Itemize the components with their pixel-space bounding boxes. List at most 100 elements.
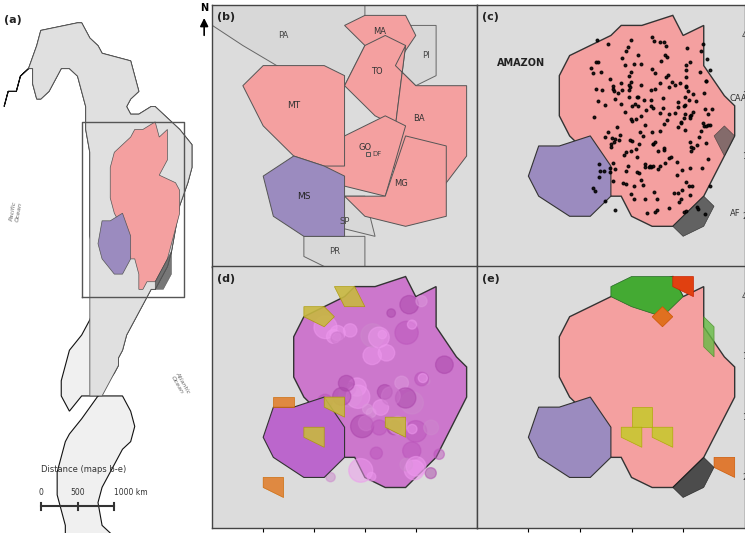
- Point: [696, 164, 708, 172]
- Point: [645, 163, 657, 171]
- Point: [647, 140, 659, 148]
- Polygon shape: [621, 427, 642, 447]
- Point: [609, 86, 621, 95]
- Point: [654, 127, 666, 135]
- Point: [651, 206, 663, 214]
- Point: [652, 147, 664, 156]
- Point: [662, 116, 673, 125]
- Point: [600, 101, 612, 109]
- Point: [685, 111, 697, 120]
- Circle shape: [395, 376, 408, 390]
- Point: [624, 68, 636, 77]
- Polygon shape: [714, 126, 735, 156]
- Point: [637, 132, 649, 140]
- Circle shape: [381, 387, 400, 405]
- Text: 16°S: 16°S: [742, 413, 745, 422]
- Point: [682, 86, 694, 95]
- Circle shape: [395, 321, 418, 344]
- Point: [590, 58, 602, 66]
- Circle shape: [378, 385, 392, 399]
- Polygon shape: [528, 136, 611, 216]
- Point: [631, 167, 643, 176]
- Point: [663, 110, 675, 118]
- Point: [597, 167, 609, 175]
- Point: [589, 187, 600, 195]
- Point: [706, 105, 718, 114]
- Point: [698, 89, 710, 98]
- Point: [588, 184, 600, 192]
- Point: [639, 163, 651, 171]
- Point: [623, 80, 635, 89]
- Point: [647, 104, 659, 112]
- Point: [604, 75, 616, 84]
- Point: [684, 58, 696, 66]
- Point: [674, 118, 686, 126]
- Point: [625, 114, 637, 123]
- Polygon shape: [714, 457, 735, 478]
- Polygon shape: [110, 122, 180, 289]
- Point: [697, 118, 708, 127]
- Point: [630, 145, 641, 154]
- Polygon shape: [652, 306, 673, 327]
- Point: [633, 51, 644, 60]
- Circle shape: [326, 329, 340, 343]
- Point: [700, 76, 711, 85]
- Point: [649, 208, 661, 216]
- Point: [592, 36, 603, 45]
- Point: [657, 103, 669, 112]
- Point: [612, 88, 624, 97]
- Point: [619, 61, 631, 70]
- Circle shape: [358, 426, 366, 433]
- Point: [587, 68, 599, 77]
- Polygon shape: [528, 397, 611, 478]
- Circle shape: [387, 309, 396, 317]
- Point: [675, 195, 687, 204]
- Point: [663, 83, 675, 91]
- Point: [688, 108, 700, 116]
- Point: [635, 112, 647, 120]
- Point: [616, 86, 628, 94]
- Point: [622, 161, 634, 170]
- Point: [679, 92, 691, 101]
- Point: [700, 122, 711, 131]
- Circle shape: [372, 400, 389, 415]
- Point: [679, 125, 691, 134]
- Point: [704, 121, 716, 130]
- Point: [594, 160, 606, 169]
- Point: [624, 93, 635, 101]
- Point: [631, 93, 643, 102]
- Point: [690, 96, 702, 105]
- Point: [620, 148, 632, 156]
- Point: [678, 114, 690, 123]
- Polygon shape: [335, 287, 365, 306]
- Point: [702, 155, 714, 163]
- Point: [663, 204, 675, 212]
- Circle shape: [343, 382, 355, 395]
- Point: [625, 147, 637, 156]
- Point: [659, 159, 671, 167]
- Text: CAA: CAA: [729, 94, 745, 103]
- Point: [661, 53, 673, 61]
- Point: [640, 106, 652, 114]
- Text: 10°S: 10°S: [742, 91, 745, 100]
- Point: [680, 66, 692, 74]
- Polygon shape: [155, 251, 171, 289]
- Circle shape: [418, 374, 428, 383]
- Point: [659, 146, 670, 154]
- Circle shape: [416, 296, 427, 306]
- Circle shape: [425, 467, 437, 479]
- Point: [679, 207, 691, 216]
- Circle shape: [326, 472, 335, 482]
- Point: [663, 154, 675, 162]
- Point: [639, 121, 651, 130]
- Point: [684, 114, 696, 123]
- Point: [607, 159, 619, 167]
- Text: BA: BA: [413, 115, 425, 123]
- Text: SP: SP: [340, 217, 349, 226]
- Point: [644, 161, 656, 170]
- Point: [700, 55, 712, 64]
- Point: [682, 95, 694, 104]
- Circle shape: [408, 424, 417, 434]
- Text: TO: TO: [371, 67, 382, 76]
- Text: 4°S: 4°S: [742, 31, 745, 40]
